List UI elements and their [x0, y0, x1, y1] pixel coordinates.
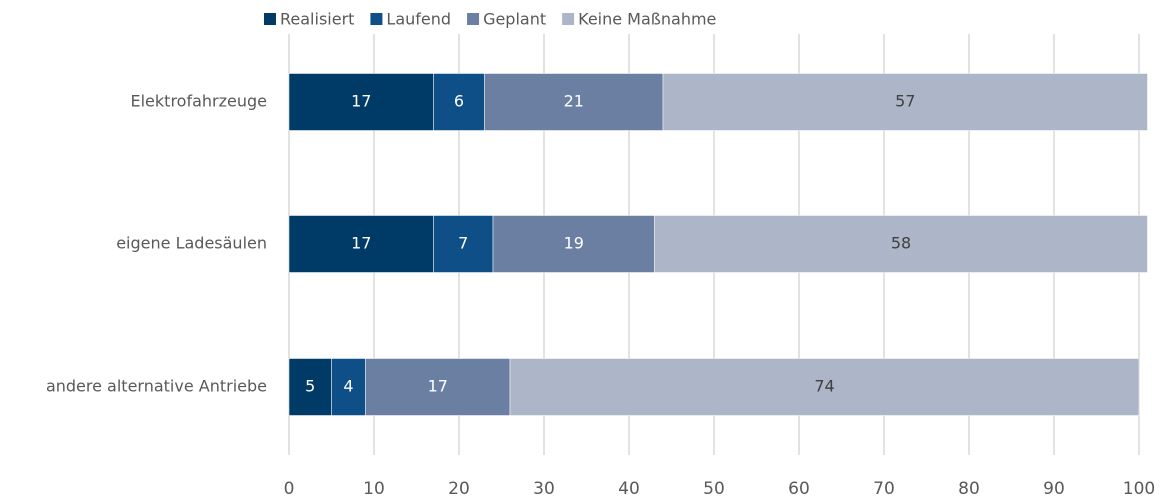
legend-label: Keine Maßnahme [578, 10, 716, 29]
bar-segment [509, 358, 1140, 416]
data-label: 17 [351, 92, 371, 111]
bar-segment [654, 215, 1148, 273]
data-label: 6 [454, 92, 464, 111]
bar-segment [288, 358, 332, 416]
x-tick-label: 20 [448, 479, 470, 499]
data-label: 7 [458, 234, 468, 253]
bar-segment [365, 358, 511, 416]
x-tick-label: 100 [1123, 479, 1155, 499]
x-tick-label: 70 [873, 479, 895, 499]
data-label: 17 [351, 234, 371, 253]
bar-segment [433, 73, 485, 131]
y-tick-label: eigene Ladesäulen [116, 234, 267, 253]
data-label: 17 [428, 377, 448, 396]
y-tick-label: Elektrofahrzeuge [131, 92, 268, 111]
data-label: 21 [564, 92, 584, 111]
data-label: 19 [564, 234, 584, 253]
legend-swatch [264, 13, 276, 25]
data-label: 58 [891, 234, 911, 253]
x-tick-label: 80 [958, 479, 980, 499]
x-tick-label: 0 [284, 479, 295, 499]
legend-label: Realisiert [280, 10, 354, 29]
bar-segment [433, 215, 494, 273]
x-tick-label: 50 [703, 479, 725, 499]
data-label: 4 [343, 377, 353, 396]
y-tick-label: andere alternative Antriebe [46, 377, 267, 396]
legend-swatch [370, 13, 383, 25]
legend-label: Geplant [483, 10, 546, 29]
bar-segment [288, 215, 434, 273]
bar-segment [484, 73, 664, 131]
data-label: 5 [305, 377, 315, 396]
legend-swatch [467, 13, 480, 25]
x-tick-label: 90 [1043, 479, 1065, 499]
legend-label: Laufend [386, 10, 451, 29]
x-tick-label: 60 [788, 479, 810, 499]
x-tick-label: 30 [533, 479, 555, 499]
bar-segment [492, 215, 655, 273]
data-label: 57 [895, 92, 915, 111]
bar-segment [662, 73, 1148, 131]
bar-segment [288, 73, 434, 131]
data-label: 74 [814, 377, 834, 396]
legend-swatch [562, 13, 575, 25]
x-tick-label: 40 [618, 479, 640, 499]
bar-segment [331, 358, 366, 416]
x-tick-label: 10 [363, 479, 385, 499]
